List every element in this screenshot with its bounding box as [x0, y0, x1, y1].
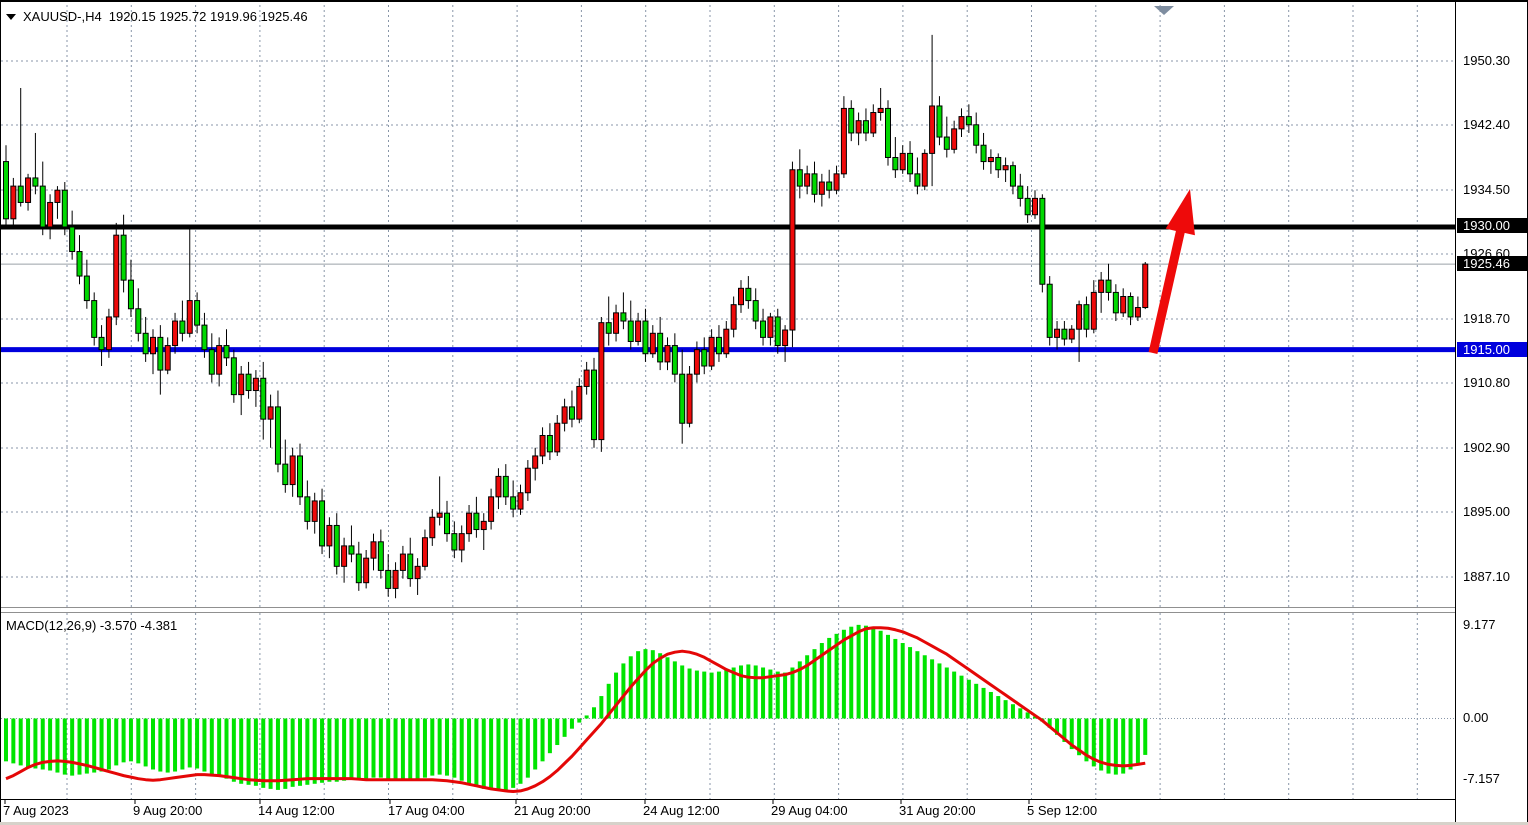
- macd-tick-label: 0.00: [1463, 710, 1489, 725]
- candlestick-series: [3, 34, 1149, 599]
- price-tick-label: 1902.90: [1463, 440, 1510, 455]
- macd-tick-label: 9.177: [1463, 617, 1496, 632]
- time-tick-label: 29 Aug 04:00: [771, 803, 848, 818]
- chart-shift-marker-icon[interactable]: [1154, 6, 1174, 15]
- time-tick-label: 17 Aug 04:00: [388, 803, 465, 818]
- macd-signal-line: [5, 626, 1146, 794]
- time-tick-label: 9 Aug 20:00: [133, 803, 203, 818]
- time-tick-label: 5 Sep 12:00: [1027, 803, 1098, 818]
- time-tick-label: 14 Aug 12:00: [258, 803, 335, 818]
- time-tick-label: 7 Aug 2023: [3, 803, 69, 818]
- macd-histogram: [4, 624, 1148, 791]
- symbol-period-label: XAUUSD-,H4: [23, 9, 102, 24]
- price-tick-label: 1895.00: [1463, 504, 1510, 519]
- window-border-left: [0, 2, 1, 822]
- price-tick-label: 1918.70: [1463, 311, 1510, 326]
- symbol-dropdown-icon: [6, 13, 16, 20]
- price-box-label: 1915.00: [1457, 342, 1527, 357]
- price-box-label: 1930.00: [1457, 218, 1527, 233]
- price-box-label: 1925.46: [1457, 256, 1527, 271]
- price-tick-label: 1942.40: [1463, 117, 1510, 132]
- price-tick-label: 1934.50: [1463, 182, 1510, 197]
- price-tick-label: 1950.30: [1463, 53, 1510, 68]
- chart-svg[interactable]: [0, 2, 1455, 822]
- axis-separator: [1455, 2, 1456, 822]
- status-strip: [0, 822, 1528, 825]
- chart-title-bar: XAUUSD-,H4 1920.15 1925.72 1919.96 1925.…: [6, 9, 308, 24]
- time-tick-label: 21 Aug 20:00: [514, 803, 591, 818]
- ohlc-values: 1920.15 1925.72 1919.96 1925.46: [108, 9, 308, 24]
- price-tick-label: 1910.80: [1463, 375, 1510, 390]
- chart-canvas[interactable]: [0, 2, 1455, 822]
- macd-indicator-label: MACD(12,26,9) -3.570 -4.381: [6, 618, 178, 633]
- time-tick-label: 24 Aug 12:00: [643, 803, 720, 818]
- trend-arrow[interactable]: [1148, 189, 1195, 354]
- price-tick-label: 1887.10: [1463, 569, 1510, 584]
- macd-tick-label: -7.157: [1463, 771, 1500, 786]
- price-axis[interactable]: 1950.30 1942.40 1934.50 1926.60 1918.70 1910.…: [1457, 2, 1528, 822]
- time-axis[interactable]: 7 Aug 2023 9 Aug 20:00 14 Aug 12:00 17 Aug …: [0, 802, 1455, 822]
- time-tick-label: 31 Aug 20:00: [899, 803, 976, 818]
